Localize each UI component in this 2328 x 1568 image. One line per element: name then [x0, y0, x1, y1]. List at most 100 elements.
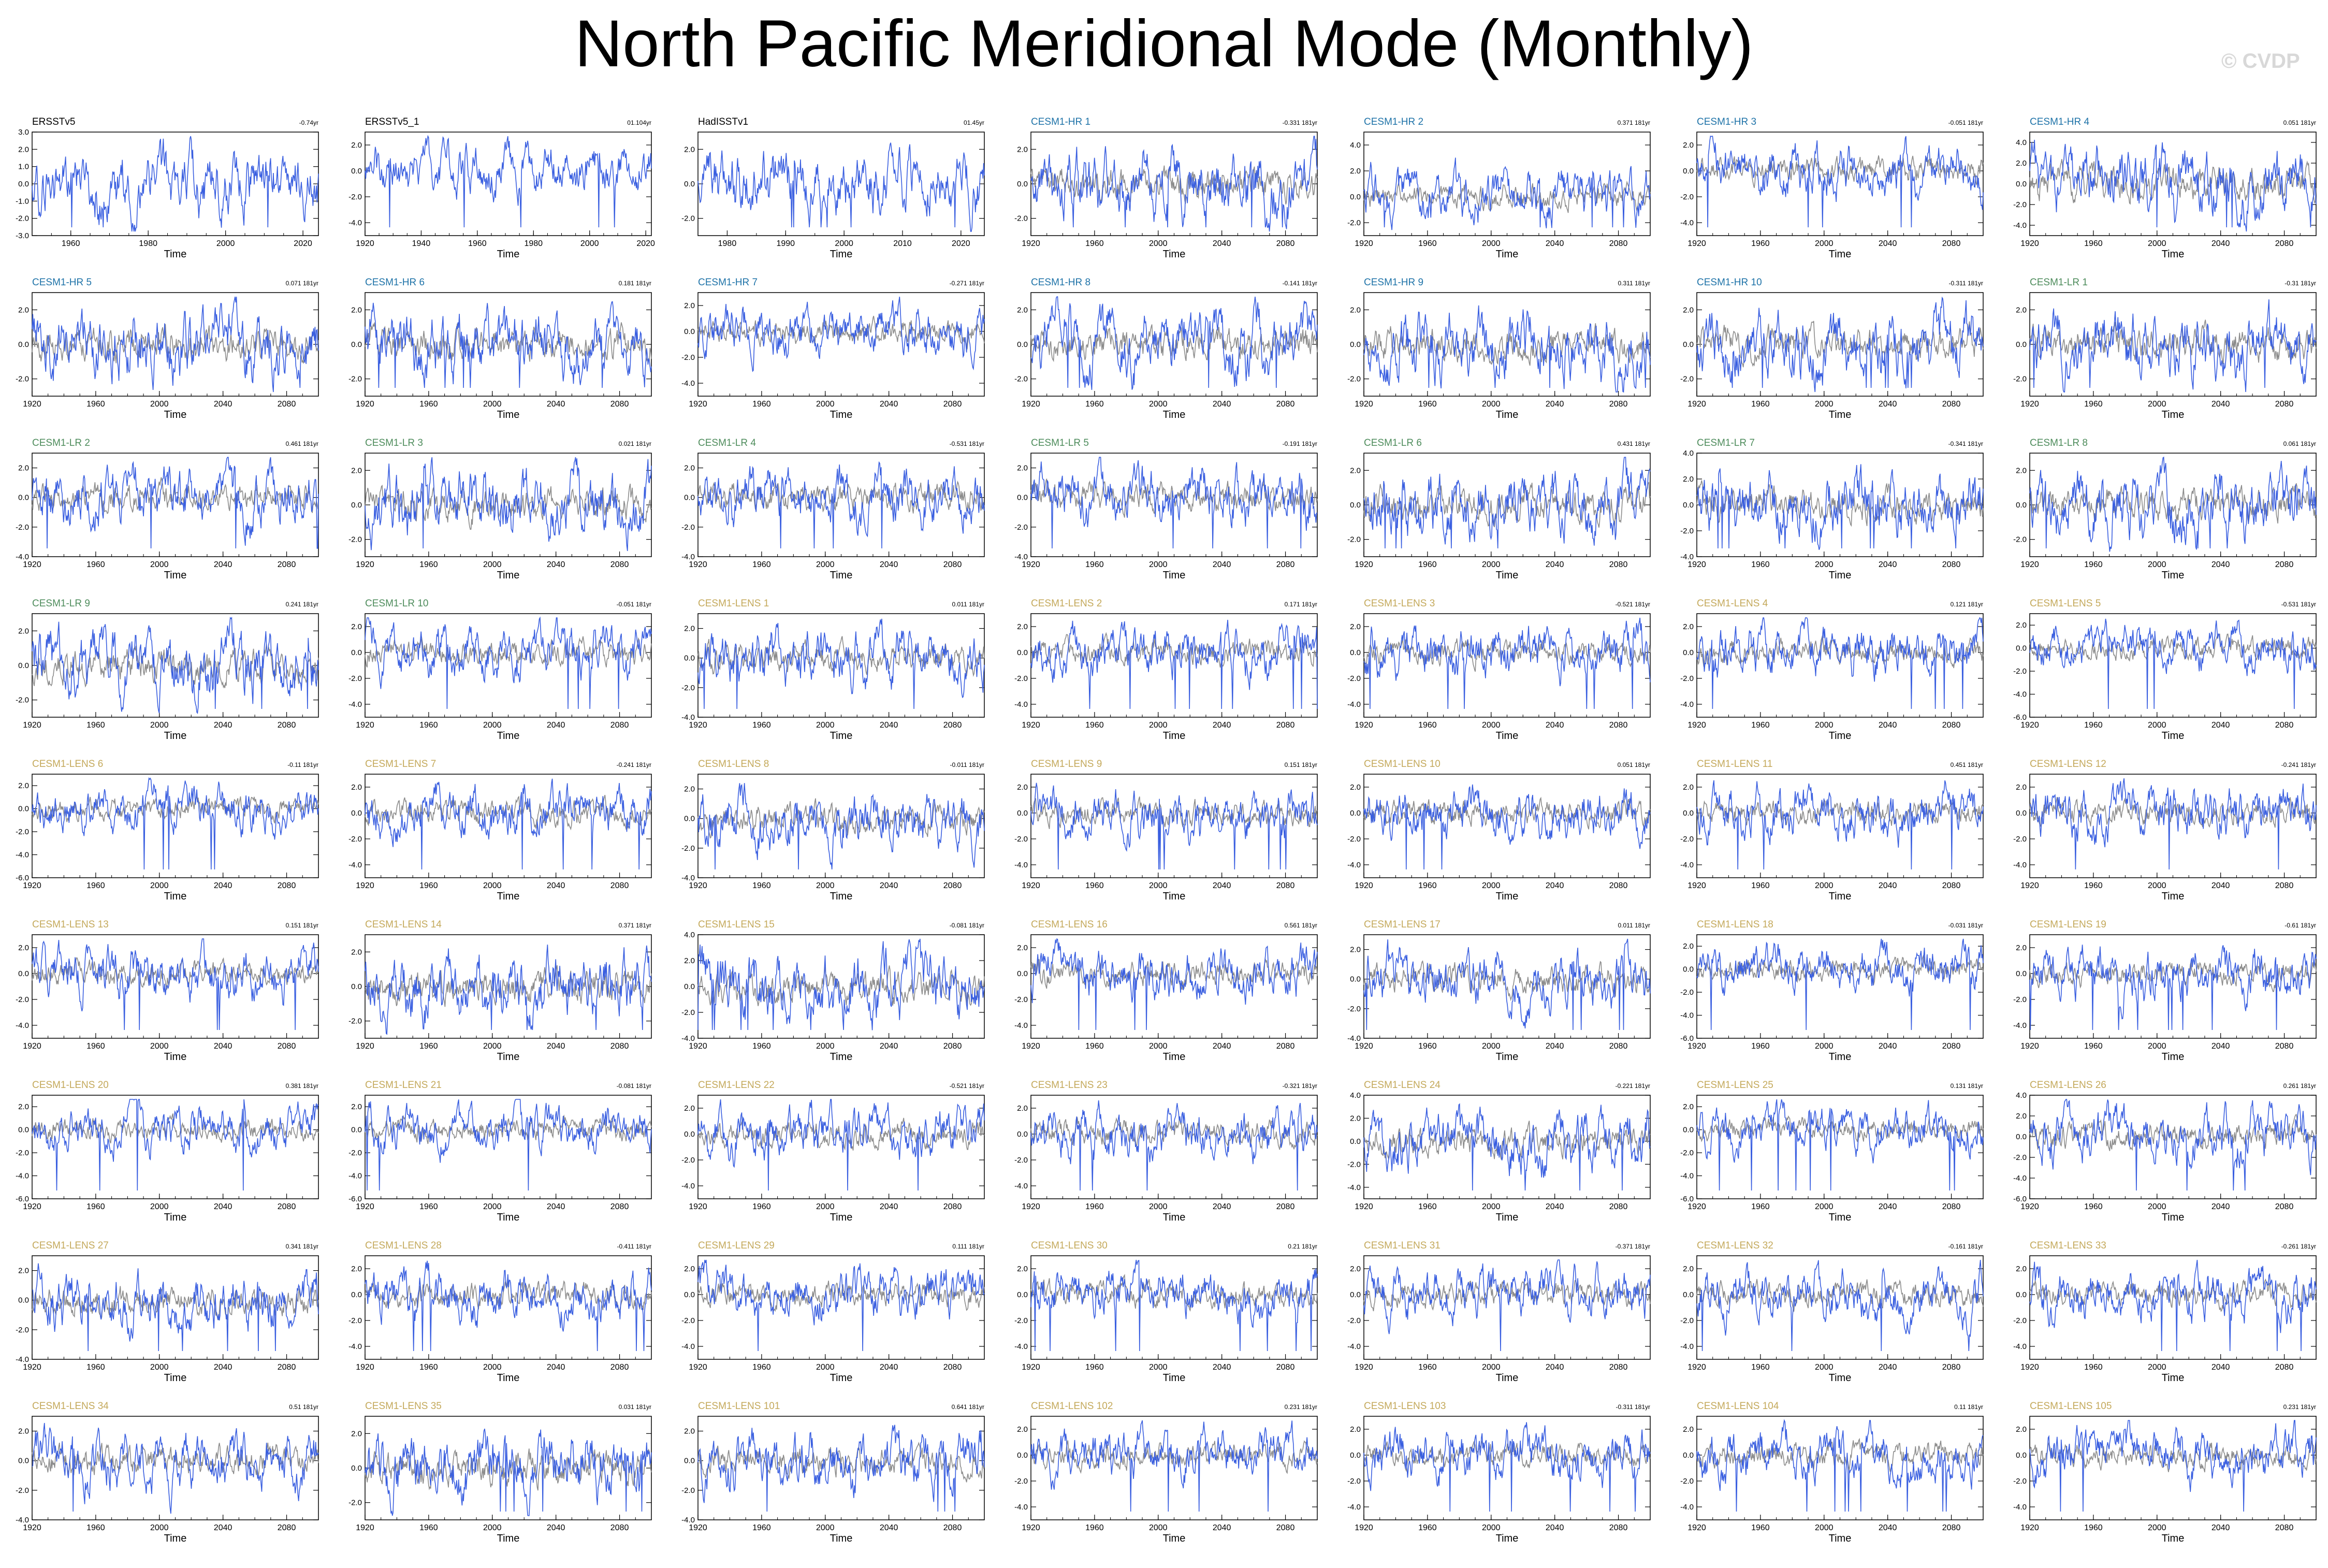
x-tick-label: 2040: [1879, 560, 1897, 569]
x-tick-label: 1960: [86, 1202, 105, 1211]
x-tick-label: 1920: [23, 881, 41, 890]
x-axis-label: Time: [1829, 891, 1852, 902]
y-tick-label: 0.0: [1350, 1451, 1361, 1460]
x-tick-label: 1960: [86, 1523, 105, 1532]
x-tick-label: 1960: [1085, 881, 1104, 890]
panel-52: CESM1-LENS 29 0.111 181yr 1920 1960 2000 2040…: [681, 1240, 985, 1384]
y-tick-label: 0.0: [684, 982, 695, 991]
x-tick-label: 2040: [880, 1042, 898, 1051]
panel-title: CESM1-LENS 103: [1364, 1401, 1446, 1412]
panel-trend: 0.121 181yr: [1951, 601, 1983, 608]
y-tick-label: 0.0: [1017, 1290, 1028, 1299]
y-tick-label: -2.0: [16, 1149, 29, 1157]
panel-title: CESM1-LENS 21: [365, 1080, 442, 1091]
x-tick-label: 1960: [419, 1202, 438, 1211]
y-tick-label: -2.0: [681, 1156, 695, 1165]
y-tick-label: 0.0: [18, 493, 29, 502]
panel-title: CESM1-LENS 25: [1697, 1080, 1773, 1091]
panel-title: CESM1-LENS 27: [32, 1240, 109, 1251]
panel-20: CESM1-LR 7 -0.341 181yr 1920 1960 2000 2040 20…: [1680, 438, 1984, 581]
x-axis-label: Time: [2162, 1533, 2185, 1544]
panel-trend: -0.521 181yr: [950, 1082, 984, 1090]
y-tick-label: -2.0: [1014, 1156, 1028, 1165]
y-tick-label: 2.0: [684, 464, 695, 473]
panel-35: CESM1-LENS 12 -0.241 181yr 1920 1960 2000 204…: [2013, 759, 2317, 902]
series-line: [1696, 617, 1984, 709]
x-axis-label: Time: [1496, 409, 1519, 420]
x-tick-label: 1960: [1418, 560, 1437, 569]
x-tick-label: 1960: [86, 1363, 105, 1372]
y-tick-label: -2.0: [1014, 375, 1028, 384]
panel-59: CESM1-LENS 101 0.641 181yr 1920 1960 2000 204…: [681, 1401, 985, 1544]
y-tick-label: -2.0: [1347, 1477, 1361, 1486]
x-tick-label: 2080: [278, 1202, 296, 1211]
y-tick-label: 2.0: [1683, 942, 1694, 951]
y-tick-label: 2.0: [684, 1265, 695, 1273]
panel-trend: 0.451 181yr: [1951, 761, 1983, 768]
x-tick-label: 2000: [1815, 1042, 1834, 1051]
panel-title: CESM1-LR 10: [365, 598, 429, 609]
panel-trend: 0.561 181yr: [1285, 922, 1317, 929]
x-tick-label: 1960: [2084, 1202, 2103, 1211]
panel-title: CESM1-LENS 18: [1697, 919, 1773, 930]
y-tick-label: -2.0: [2013, 1153, 2027, 1162]
x-axis-label: Time: [1496, 249, 1519, 260]
panel-48: CESM1-LENS 25 0.131 181yr 1920 1960 2000 2040…: [1680, 1080, 1984, 1223]
series-line: [1363, 305, 1651, 393]
panel-title: CESM1-LENS 4: [1697, 598, 1768, 609]
panel-trend: -0.331 181yr: [1283, 119, 1317, 126]
x-tick-label: 2000: [1149, 1042, 1168, 1051]
y-tick-label: 2.0: [1017, 1104, 1028, 1113]
y-tick-label: 2.0: [1017, 943, 1028, 952]
x-tick-label: 1960: [1418, 1202, 1437, 1211]
x-tick-label: 2080: [1942, 400, 1961, 409]
plot-frame: [32, 132, 319, 236]
x-tick-label: 2000: [483, 560, 502, 569]
panel-trend: 0.071 181yr: [286, 280, 318, 287]
plot-frame: [2029, 1095, 2317, 1199]
x-axis-label: Time: [497, 1533, 520, 1544]
y-tick-label: 0.0: [2016, 969, 2027, 978]
panel-trend: 0.181 181yr: [619, 280, 651, 287]
ensemble-mean-line: [1363, 180, 1651, 213]
x-tick-label: 2080: [1609, 1363, 1628, 1372]
x-axis-label: Time: [497, 409, 520, 420]
y-tick-label: -4.0: [16, 1021, 29, 1030]
x-tick-label: 2000: [816, 400, 835, 409]
x-tick-label: 2080: [2275, 239, 2294, 248]
series-line: [2029, 1099, 2317, 1191]
panel-28: CESM1-LENS 5 -0.531 181yr 1920 1960 2000 2040…: [2013, 598, 2317, 742]
panel-title: CESM1-HR 3: [1697, 117, 1756, 127]
x-tick-label: 2080: [2275, 1202, 2294, 1211]
x-tick-label: 2040: [1546, 1363, 1564, 1372]
y-tick-label: 0.0: [2016, 1451, 2027, 1460]
x-axis-label: Time: [1163, 1533, 1186, 1544]
series-line: [1696, 938, 1984, 1030]
y-tick-label: -2.0: [16, 523, 29, 532]
x-tick-label: 2040: [880, 400, 898, 409]
x-tick-label: 2040: [1213, 721, 1231, 730]
panel-trend: -0.321 181yr: [1283, 1082, 1317, 1090]
panel-trend: -0.261 181yr: [2281, 1243, 2316, 1250]
plot-frame: [2029, 774, 2317, 878]
series-line: [1030, 136, 1318, 232]
y-tick-label: 0.0: [684, 815, 695, 823]
x-axis-label: Time: [1163, 249, 1186, 260]
series-line: [1030, 938, 1318, 1030]
y-tick-label: -4.0: [681, 1342, 695, 1351]
y-tick-label: -4.0: [1680, 219, 1694, 227]
series-line: [1363, 784, 1651, 870]
y-tick-label: -2.0: [681, 1316, 695, 1325]
x-tick-label: 1920: [1687, 560, 1706, 569]
x-tick-label: 2040: [2211, 881, 2230, 890]
ensemble-mean-line: [1696, 1115, 1984, 1144]
plot-frame: [697, 453, 985, 557]
panel-9: CESM1-HR 6 0.181 181yr 1920 1960 2000 2040 208…: [348, 277, 652, 420]
x-tick-label: 1960: [1751, 881, 1770, 890]
series-line: [697, 1425, 985, 1512]
x-tick-label: 2040: [1879, 400, 1897, 409]
y-tick-label: -2.0: [1014, 674, 1028, 683]
y-tick-label: -2.0: [1347, 1160, 1361, 1169]
x-tick-label: 2040: [547, 881, 565, 890]
x-tick-label: 2000: [1149, 721, 1168, 730]
